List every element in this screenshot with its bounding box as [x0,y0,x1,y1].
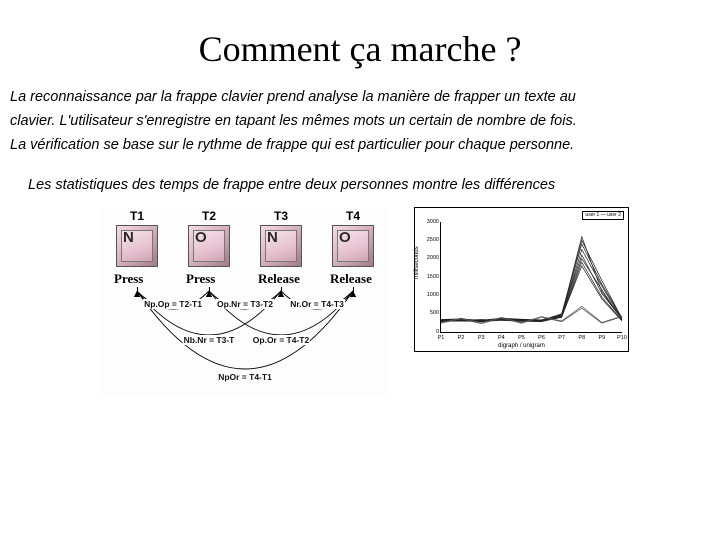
chart-xtick: P3 [478,335,485,341]
chart-lines [441,222,622,332]
chart-xlabel: digraph / unigram [498,343,545,349]
chart-ytick: 500 [430,310,441,316]
keyboard-key-icon: O [188,225,230,267]
chart-ylabel: milliseconds [414,246,420,279]
chart-ytick: 2500 [427,237,441,243]
timing-formula: Op.Or = T4-T2 [252,335,310,345]
key-action-label: Release [258,271,300,287]
timing-chart: user 1 — user 2 milliseconds digraph / u… [414,207,629,352]
keystroke-diagram: T1 N Press T2 O Press T3 N Release T4 O Release Np.O… [100,207,388,397]
keyboard-key-icon: O [332,225,374,267]
chart-ytick: 3000 [427,219,441,225]
chart-xtick: P10 [617,335,627,341]
chart-xtick: P2 [458,335,465,341]
slide: Comment ça marche ? La reconnaissance pa… [0,28,720,540]
subcaption: Les statistiques des temps de frappe ent… [28,176,702,194]
time-label: T3 [274,209,288,223]
timing-formula: Nb.Nr = T3-T [183,335,236,345]
figure-row: T1 N Press T2 O Press T3 N Release T4 O Release Np.O… [0,207,720,397]
chart-plot-area: 050010001500200025003000P1P2P3P4P5P6P7P8… [440,222,622,333]
body-line-1: La reconnaissance par la frappe clavier … [10,88,710,106]
chart-xtick: P6 [538,335,545,341]
chart-xtick: P9 [599,335,606,341]
timing-formula: Np.Op = T2-T1 [143,299,203,309]
time-label: T2 [202,209,216,223]
key-action-label: Release [330,271,372,287]
chart-xtick: P4 [498,335,505,341]
time-label: T1 [130,209,144,223]
time-label: T4 [346,209,360,223]
body-line-3: La vérification se base sur le rythme de… [10,136,710,154]
chart-xtick: P8 [578,335,585,341]
chart-xtick: P7 [558,335,565,341]
chart-ytick: 1500 [427,274,441,280]
keyboard-key-icon: N [260,225,302,267]
chart-legend: user 1 — user 2 [582,211,624,221]
chart-ytick: 2000 [427,255,441,261]
key-action-label: Press [186,271,215,287]
key-action-label: Press [114,271,143,287]
timing-formula: NpOr = T4-T1 [217,372,273,382]
chart-xtick: P5 [518,335,525,341]
keyboard-key-icon: N [116,225,158,267]
body-line-2: clavier. L'utilisateur s'enregistre en t… [10,112,710,130]
chart-ytick: 1000 [427,292,441,298]
timing-formula: Op.Nr = T3-T2 [216,299,274,309]
timing-formula: Nr.Or = T4-T3 [289,299,345,309]
page-title: Comment ça marche ? [0,28,720,70]
chart-xtick: P1 [438,335,445,341]
